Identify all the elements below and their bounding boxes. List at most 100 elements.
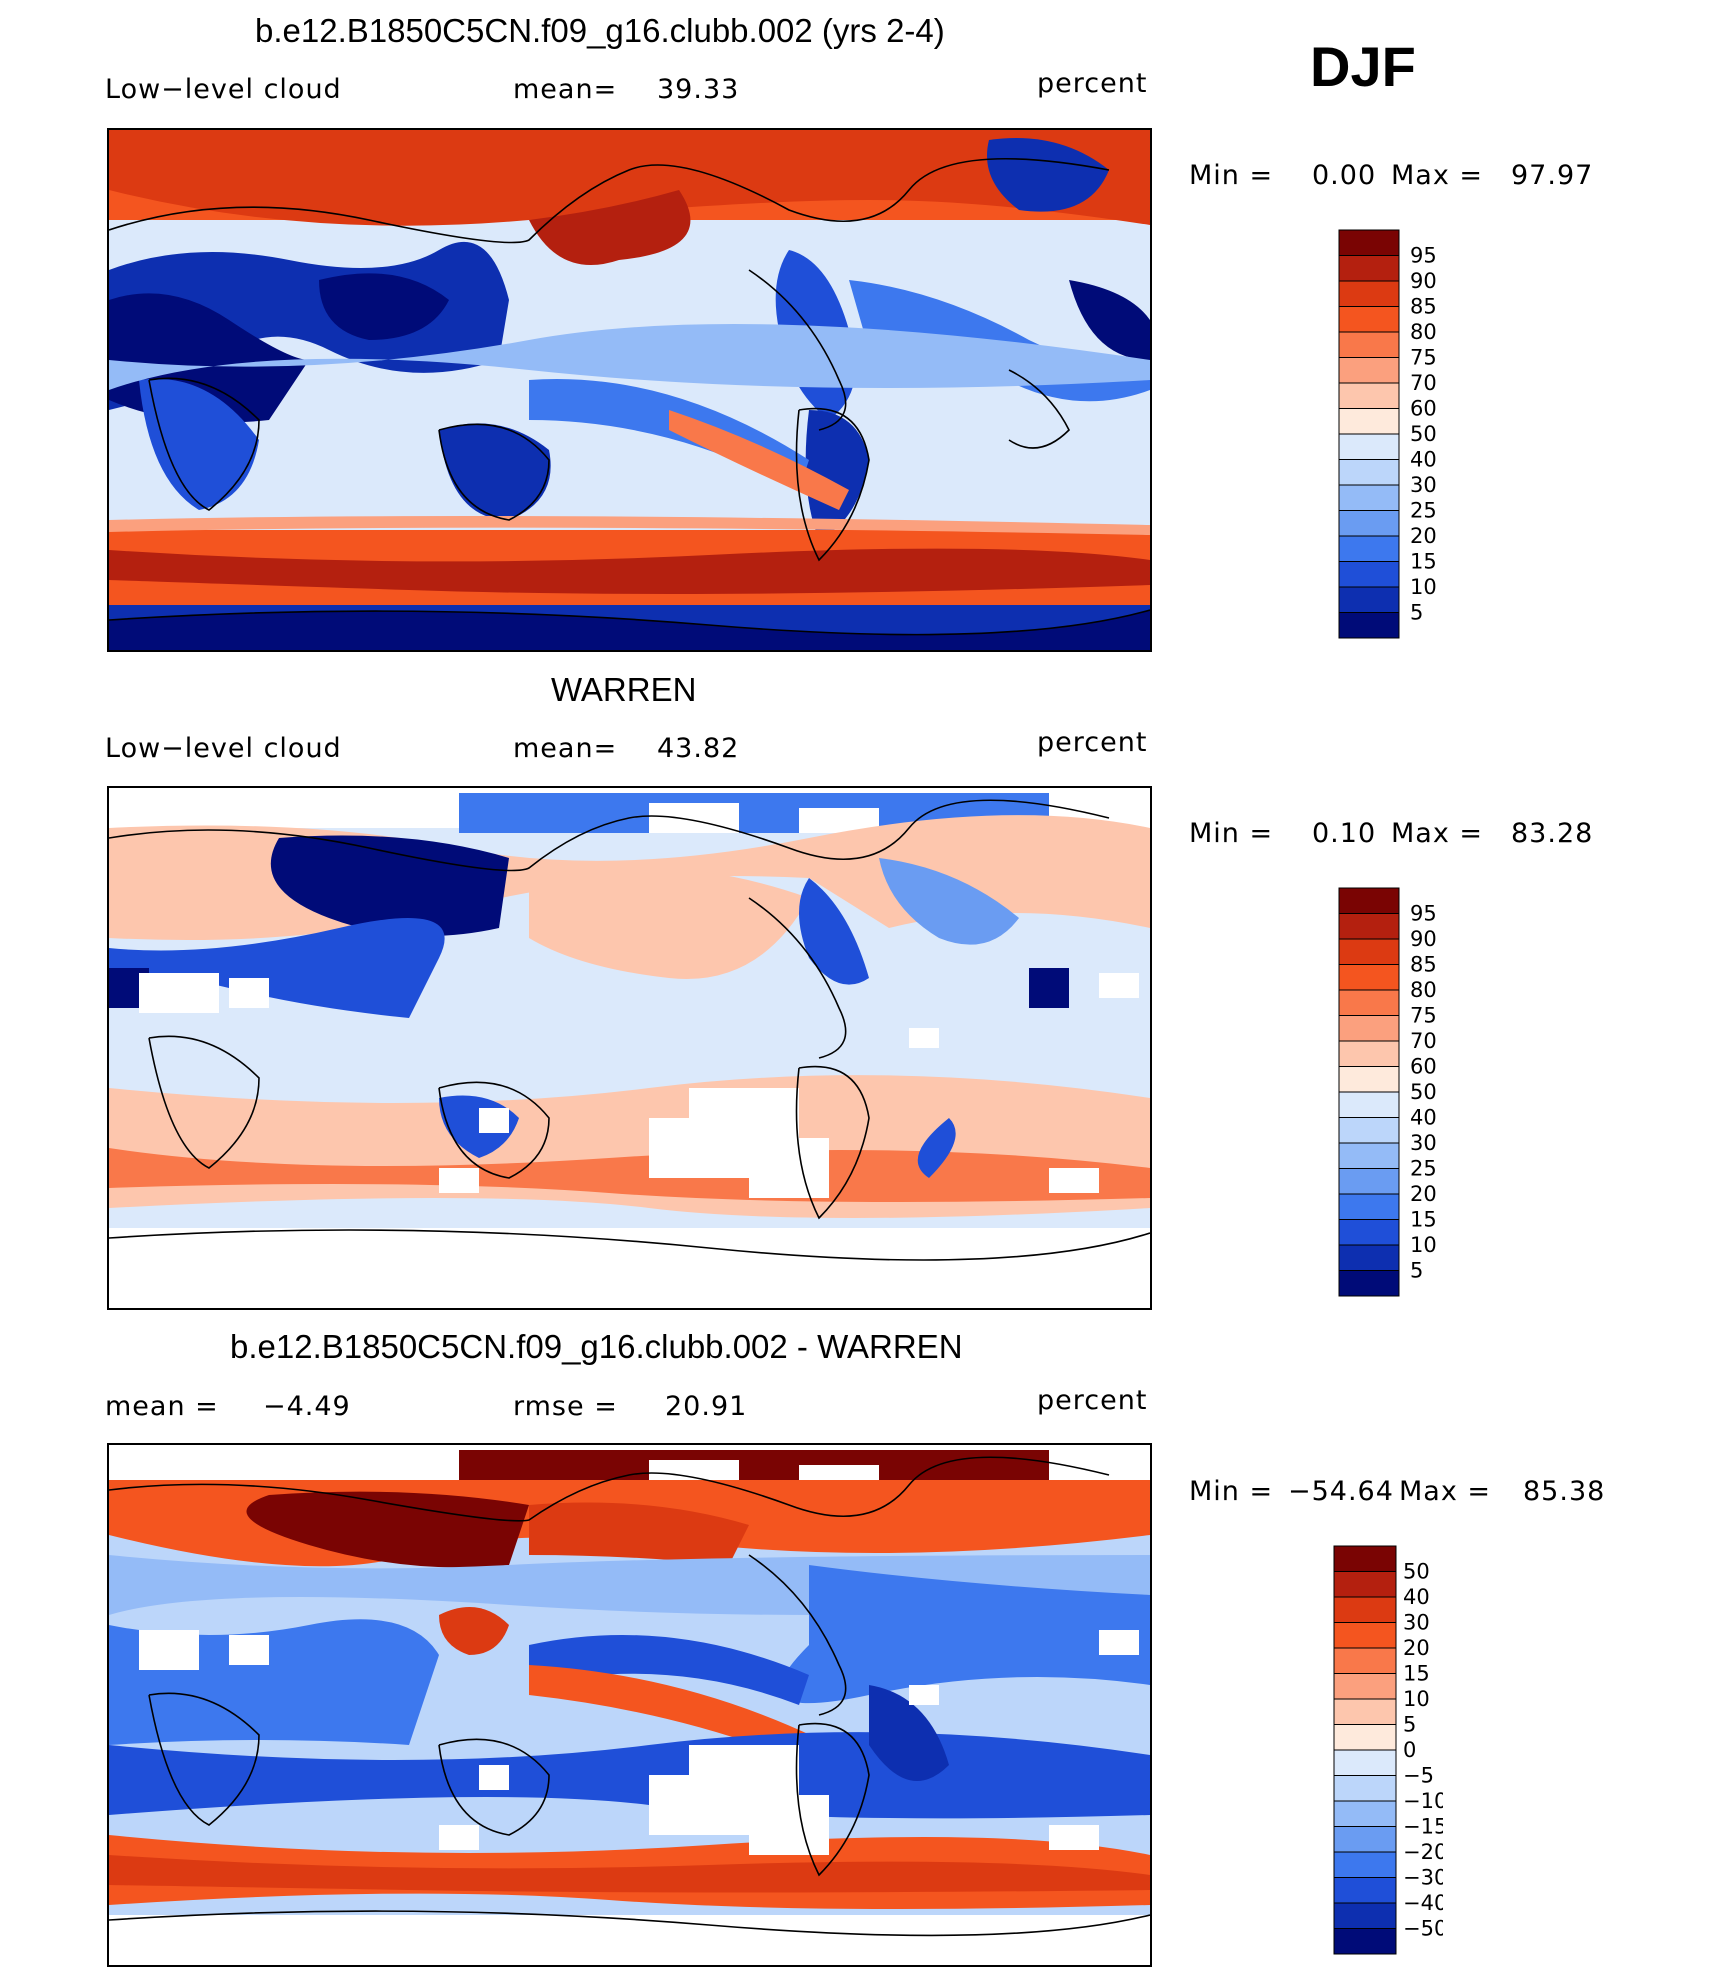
panel-1-map-field: [109, 130, 1150, 650]
colorbar-tick-label: −5: [1403, 1764, 1434, 1788]
colorbar-tick-label: −20: [1403, 1840, 1443, 1864]
panel-2-colorbar: 95 90 85 80 75 70 60 50 40 30 25 20 15 10 5: [1338, 887, 1438, 1306]
colorbar-tick-label: 40: [1410, 448, 1437, 472]
colorbar-swatch: [1338, 510, 1400, 537]
panel-1-min-value: 0.00: [1312, 160, 1377, 191]
colorbar-swatch: [1338, 938, 1400, 965]
colorbar-tick-label: 75: [1410, 1004, 1437, 1028]
panel-2-title: WARREN: [551, 671, 697, 708]
panel-2-units: percent: [1037, 727, 1148, 758]
colorbar-swatch: [1333, 1928, 1397, 1955]
colorbar-swatch: [1338, 1270, 1400, 1297]
panel-3-rmse-value: 20.91: [665, 1391, 748, 1422]
panel-3-max-label: Max =: [1399, 1476, 1492, 1507]
colorbar-swatch: [1338, 1219, 1400, 1246]
colorbar-swatch: [1338, 535, 1400, 562]
panel-1-mean-value: 39.33: [657, 74, 740, 105]
panel-2-mean-value: 43.82: [657, 733, 740, 764]
colorbar-swatch: [1338, 382, 1400, 409]
panel-3-max-value: 85.38: [1523, 1476, 1606, 1507]
colorbar-tick-label: 20: [1410, 1182, 1437, 1206]
colorbar-tick-label: 20: [1403, 1636, 1430, 1660]
colorbar-swatch: [1333, 1622, 1397, 1649]
colorbar-tick-label: 80: [1410, 320, 1437, 344]
panel-1-max-value: 97.97: [1511, 160, 1594, 191]
colorbar-tick-label: −15: [1403, 1815, 1443, 1839]
panel-2-variable-label: Low−level cloud: [105, 733, 342, 764]
panel-3-units: percent: [1037, 1385, 1148, 1416]
colorbar-tick-label: 30: [1410, 1131, 1437, 1155]
colorbar-swatch: [1333, 1902, 1397, 1929]
colorbar-tick-label: 90: [1410, 927, 1437, 951]
panel-1-title: b.e12.B1850C5CN.f09_g16.clubb.002 (yrs 2…: [255, 12, 945, 49]
colorbar-swatch: [1338, 459, 1400, 486]
colorbar-swatch: [1338, 331, 1400, 358]
panel-1-max-label: Max =: [1391, 160, 1484, 191]
colorbar-tick-label: 70: [1410, 371, 1437, 395]
colorbar-tick-label: −30: [1403, 1866, 1443, 1890]
panel-1-map: [107, 128, 1152, 652]
colorbar-swatch: [1338, 1015, 1400, 1042]
colorbar-swatch: [1338, 433, 1400, 460]
colorbar-swatch: [1333, 1749, 1397, 1776]
panel-3-title: b.e12.B1850C5CN.f09_g16.clubb.002 - WARR…: [230, 1328, 963, 1365]
colorbar-swatch: [1333, 1724, 1397, 1751]
panel-2-map-field: [109, 788, 1150, 1308]
colorbar-swatch: [1333, 1851, 1397, 1878]
colorbar-swatch: [1338, 1040, 1400, 1067]
colorbar-tick-label: 60: [1410, 1055, 1437, 1079]
colorbar-swatch: [1338, 1066, 1400, 1093]
colorbar-tick-label: 60: [1410, 397, 1437, 421]
colorbar-swatch: [1338, 255, 1400, 282]
colorbar-tick-label: 0: [1403, 1738, 1416, 1762]
colorbar-swatch: [1333, 1596, 1397, 1623]
panel-2-mean-label: mean=: [513, 733, 618, 764]
colorbar-tick-label: −10: [1403, 1789, 1443, 1813]
colorbar-tick-label: 50: [1403, 1560, 1430, 1584]
colorbar-swatch: [1338, 1117, 1400, 1144]
panel-1-units: percent: [1037, 68, 1148, 99]
colorbar-tick-label: 10: [1410, 1233, 1437, 1257]
colorbar-swatch: [1333, 1877, 1397, 1904]
colorbar-tick-label: 40: [1403, 1585, 1430, 1609]
colorbar-tick-label: 70: [1410, 1029, 1437, 1053]
panel-2-max-value: 83.28: [1511, 818, 1594, 849]
colorbar-tick-label: 25: [1410, 1157, 1437, 1181]
colorbar-tick-label: 10: [1410, 575, 1437, 599]
colorbar-swatch: [1333, 1545, 1397, 1572]
colorbar-swatch: [1338, 280, 1400, 307]
colorbar-swatch: [1338, 484, 1400, 511]
colorbar-tick-label: −50: [1403, 1917, 1443, 1941]
colorbar-tick-label: 95: [1410, 902, 1437, 926]
panel-3-map: [107, 1443, 1152, 1967]
colorbar-swatch: [1338, 408, 1400, 435]
panel-1-mean-label: mean=: [513, 74, 618, 105]
colorbar-tick-label: 90: [1410, 269, 1437, 293]
colorbar-swatch: [1338, 913, 1400, 940]
panel-3-mean-label: mean =: [105, 1391, 219, 1422]
panel-3-min-value: −54.64: [1288, 1476, 1394, 1507]
colorbar-tick-label: 20: [1410, 524, 1437, 548]
panel-3-min-label: Min =: [1189, 1476, 1274, 1507]
colorbar-swatch: [1338, 887, 1400, 914]
panel-1-min-label: Min =: [1189, 160, 1274, 191]
colorbar-swatch: [1338, 586, 1400, 613]
panel-3-mean-value: −4.49: [263, 1391, 351, 1422]
colorbar-tick-label: 15: [1403, 1662, 1430, 1686]
colorbar-swatch: [1338, 306, 1400, 333]
colorbar-swatch: [1333, 1800, 1397, 1827]
colorbar-tick-label: 25: [1410, 499, 1437, 523]
panel-1-colorbar: 95 90 85 80 75 70 60 50 40 30 25 20 15 10 5: [1338, 229, 1438, 648]
colorbar-swatch: [1338, 1142, 1400, 1169]
colorbar-tick-label: 5: [1410, 601, 1423, 625]
colorbar-tick-label: 40: [1410, 1106, 1437, 1130]
colorbar-tick-label: 95: [1410, 244, 1437, 268]
colorbar-tick-label: 85: [1410, 953, 1437, 977]
panel-2-map: [107, 786, 1152, 1310]
colorbar-tick-label: 5: [1410, 1259, 1423, 1283]
season-label: DJF: [1310, 35, 1416, 98]
colorbar-tick-label: 75: [1410, 346, 1437, 370]
panel-1-variable-label: Low−level cloud: [105, 74, 342, 105]
